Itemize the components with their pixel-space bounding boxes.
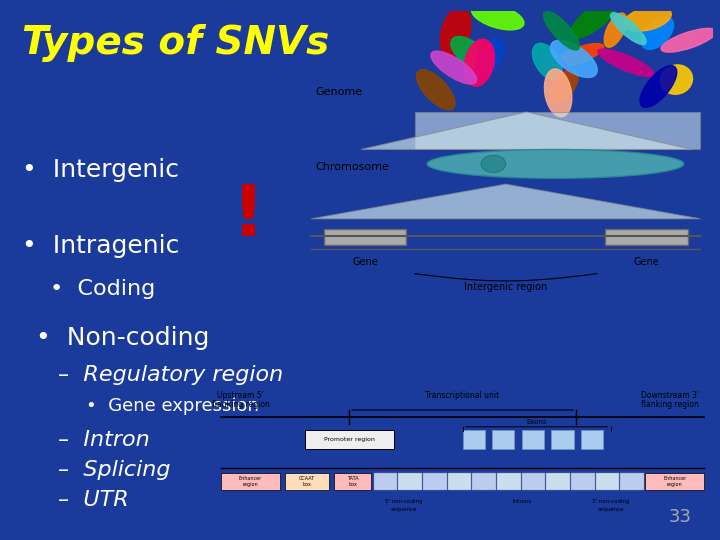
FancyBboxPatch shape [324,229,406,245]
FancyBboxPatch shape [398,473,422,490]
Text: Intergenic region: Intergenic region [464,282,547,292]
Ellipse shape [544,11,580,50]
Text: 33: 33 [668,509,691,526]
FancyBboxPatch shape [571,473,595,490]
Ellipse shape [570,0,618,38]
Ellipse shape [417,70,455,110]
FancyBboxPatch shape [605,229,688,245]
Text: –  Intron: – Intron [58,430,149,450]
Ellipse shape [427,150,684,178]
Text: Types of SNVs: Types of SNVs [22,24,329,62]
Text: Exons: Exons [526,420,547,426]
Text: 5' non-coding: 5' non-coding [384,499,422,504]
Ellipse shape [472,3,524,30]
Ellipse shape [550,40,598,77]
Text: flanking region: flanking region [641,400,698,409]
FancyBboxPatch shape [522,430,544,449]
Text: •  Non-coding: • Non-coding [36,326,210,349]
Ellipse shape [464,39,495,86]
Text: !: ! [232,181,265,251]
Ellipse shape [624,6,671,31]
Text: Promoter region: Promoter region [324,437,374,442]
FancyBboxPatch shape [621,473,644,490]
Text: Upstream 5': Upstream 5' [217,392,264,401]
FancyBboxPatch shape [423,473,447,490]
Ellipse shape [661,29,716,52]
Ellipse shape [642,17,673,50]
Ellipse shape [552,44,604,68]
FancyBboxPatch shape [522,473,546,490]
Text: •  Gene expression: • Gene expression [86,397,259,415]
Text: •  Intergenic: • Intergenic [22,158,179,182]
Text: Enhancer
region: Enhancer region [663,476,686,487]
Polygon shape [361,112,692,150]
Ellipse shape [475,38,504,75]
Ellipse shape [481,156,505,173]
Text: Chromosome: Chromosome [315,162,390,172]
Ellipse shape [550,69,578,103]
Text: CCAAT
box: CCAAT box [299,476,315,487]
Ellipse shape [441,6,471,58]
FancyBboxPatch shape [645,473,704,490]
FancyBboxPatch shape [463,430,485,449]
Ellipse shape [541,49,570,86]
Ellipse shape [451,37,490,71]
Text: sequence: sequence [598,507,624,512]
Ellipse shape [611,13,646,45]
FancyBboxPatch shape [581,430,603,449]
Text: –  Regulatory region: – Regulatory region [58,365,283,386]
FancyBboxPatch shape [285,473,330,490]
FancyBboxPatch shape [492,430,514,449]
Ellipse shape [598,49,654,77]
FancyBboxPatch shape [448,473,472,490]
Text: Enhancer
region: Enhancer region [239,476,262,487]
FancyBboxPatch shape [472,473,496,490]
Ellipse shape [544,69,572,117]
Ellipse shape [533,43,562,80]
Ellipse shape [604,13,626,48]
Polygon shape [415,112,701,150]
Text: •  Coding: • Coding [50,279,156,299]
Text: Introns: Introns [512,499,531,504]
Text: –  UTR: – UTR [58,489,128,510]
Text: Transcriptional unit: Transcriptional unit [426,392,500,401]
FancyBboxPatch shape [595,473,619,490]
Text: 3' non-coding: 3' non-coding [592,499,629,504]
Ellipse shape [640,65,677,107]
FancyBboxPatch shape [334,473,372,490]
FancyBboxPatch shape [552,430,574,449]
FancyBboxPatch shape [497,473,521,490]
FancyBboxPatch shape [305,430,394,449]
Text: Gene: Gene [352,257,378,267]
Text: sequence: sequence [390,507,417,512]
FancyBboxPatch shape [374,473,397,490]
Ellipse shape [431,51,477,84]
Text: Genome: Genome [315,87,362,97]
Text: TATA
box: TATA box [347,476,359,487]
Text: Downstream 3': Downstream 3' [641,392,698,401]
Text: flanking region: flanking region [212,400,269,409]
Polygon shape [311,184,701,219]
Ellipse shape [660,65,693,94]
Text: –  Splicing: – Splicing [58,460,170,480]
FancyBboxPatch shape [221,473,280,490]
FancyBboxPatch shape [546,473,570,490]
Text: Gene: Gene [634,257,660,267]
Text: •  Intragenic: • Intragenic [22,234,179,258]
